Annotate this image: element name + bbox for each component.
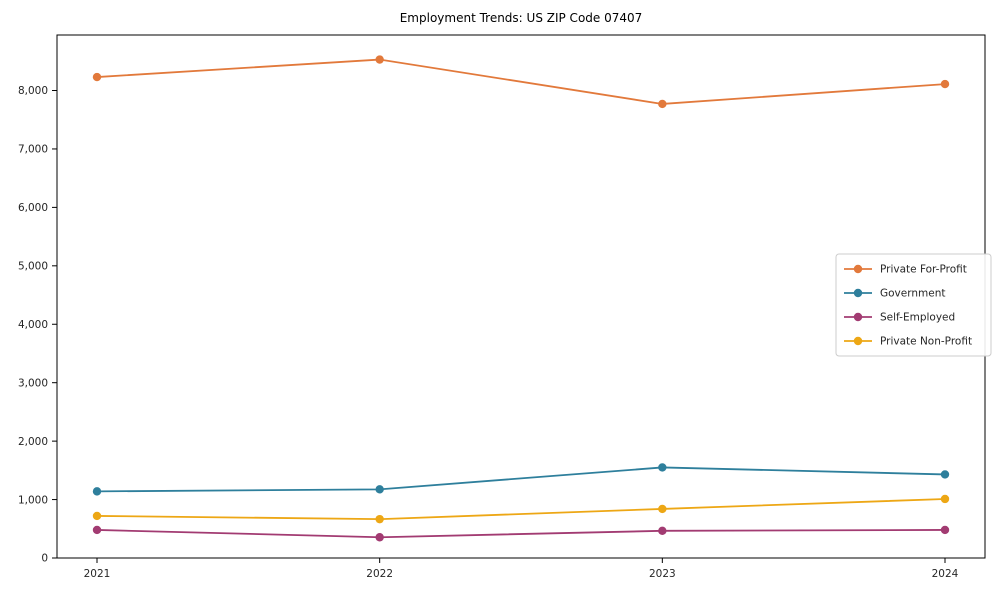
series-line-government: [96, 466, 946, 493]
series-marker-government: [940, 470, 950, 479]
legend-marker-self-employed: [853, 312, 863, 322]
series-marker-self-employed: [375, 533, 384, 542]
series-marker-private-for-profit: [375, 55, 384, 64]
series-marker-private-for-profit: [940, 79, 950, 89]
legend-label-government: Government: [880, 288, 945, 300]
series-marker-government: [92, 487, 102, 496]
series-marker-self-employed: [940, 525, 950, 535]
series-marker-private-non-profit: [658, 504, 667, 514]
series-line-self-employed: [96, 529, 946, 539]
y-axis-tick-label: 1,000: [18, 494, 48, 506]
y-axis-tick-label: 2,000: [18, 436, 48, 448]
legend-marker-private-for-profit: [853, 264, 863, 274]
chart-title: Employment Trends: US ZIP Code 07407: [400, 11, 643, 25]
y-axis-tick-label: 4,000: [18, 319, 48, 331]
series-marker-government: [375, 485, 384, 494]
plot-area: 0 1,000 2,000 3,000 4,000 5,000 6,000 7,000 8,00…: [18, 34, 992, 580]
legend-label-private-non-profit: Private Non-Profit: [880, 336, 972, 348]
series-marker-private-non-profit: [92, 511, 102, 521]
legend-label-self-employed: Self-Employed: [880, 312, 955, 324]
legend-marker-private-non-profit: [853, 336, 863, 346]
series-line-private-for-profit: [96, 58, 946, 105]
legend-box: [835, 253, 992, 357]
series-marker-private-for-profit: [92, 72, 102, 82]
series-marker-self-employed: [92, 525, 102, 535]
series-marker-government: [658, 463, 667, 472]
legend-label-private-for-profit: Private For-Profit: [880, 264, 967, 276]
series-marker-private-non-profit: [940, 494, 950, 504]
series-marker-self-employed: [658, 526, 667, 536]
x-axis-tick-label: 2021: [84, 568, 111, 580]
series-marker-private-non-profit: [375, 514, 384, 524]
y-axis-tick-label: 6,000: [18, 202, 48, 214]
x-axis-tick-label: 2024: [932, 568, 959, 580]
legend-marker-government: [853, 288, 863, 298]
series-marker-private-for-profit: [658, 99, 667, 109]
y-axis-tick-label: 7,000: [18, 144, 48, 156]
y-axis-tick-label: 0: [41, 553, 48, 565]
y-axis-tick-label: 3,000: [18, 377, 48, 389]
x-axis-tick-label: 2022: [366, 568, 393, 580]
series-line-private-non-profit: [96, 498, 946, 521]
y-axis-tick-label: 5,000: [18, 261, 48, 273]
y-axis-tick-label: 8,000: [18, 85, 48, 97]
x-axis-tick-label: 2023: [649, 568, 676, 580]
